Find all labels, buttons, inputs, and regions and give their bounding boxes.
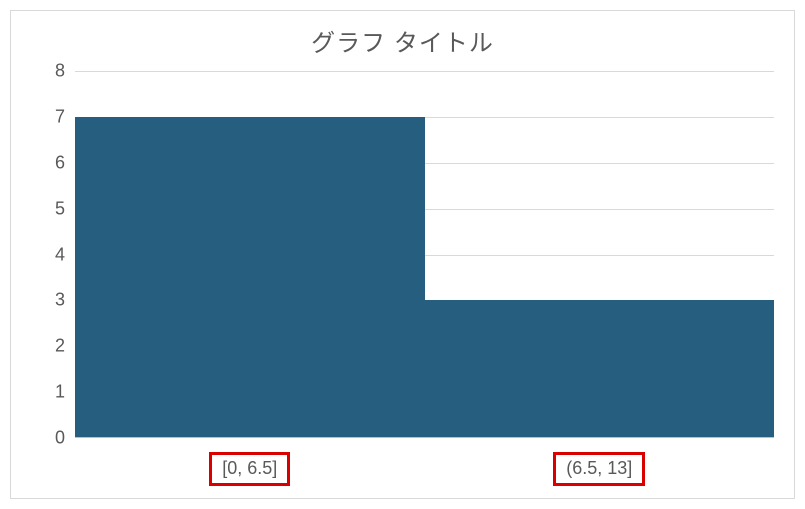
y-tick-label: 3 [41, 290, 65, 311]
plot-area [75, 71, 774, 438]
bars-group [75, 71, 774, 438]
chart-container: グラフ タイトル 0 1 2 3 4 5 6 7 8 [0, 6.5] (6.5, 13] [10, 10, 795, 499]
plot-wrap: 012345678 [41, 71, 774, 438]
y-tick-label: 5 [41, 198, 65, 219]
y-tick-label: 4 [41, 244, 65, 265]
x-label-cell: (6.5, 13] [425, 452, 775, 486]
y-axis: 012345678 [41, 71, 71, 438]
x-axis-baseline [75, 437, 774, 438]
y-tick-label: 2 [41, 336, 65, 357]
chart-title: グラフ タイトル [11, 23, 794, 58]
y-tick-label: 6 [41, 152, 65, 173]
y-tick-label: 0 [41, 428, 65, 449]
x-label-cell: [0, 6.5] [75, 452, 425, 486]
y-tick-label: 8 [41, 61, 65, 82]
y-tick-label: 7 [41, 106, 65, 127]
x-tick-label: (6.5, 13] [553, 452, 645, 486]
y-tick-label: 1 [41, 382, 65, 403]
bar [75, 117, 425, 438]
x-axis-labels: [0, 6.5] (6.5, 13] [75, 452, 774, 486]
bar [425, 300, 775, 438]
x-tick-label: [0, 6.5] [209, 452, 290, 486]
